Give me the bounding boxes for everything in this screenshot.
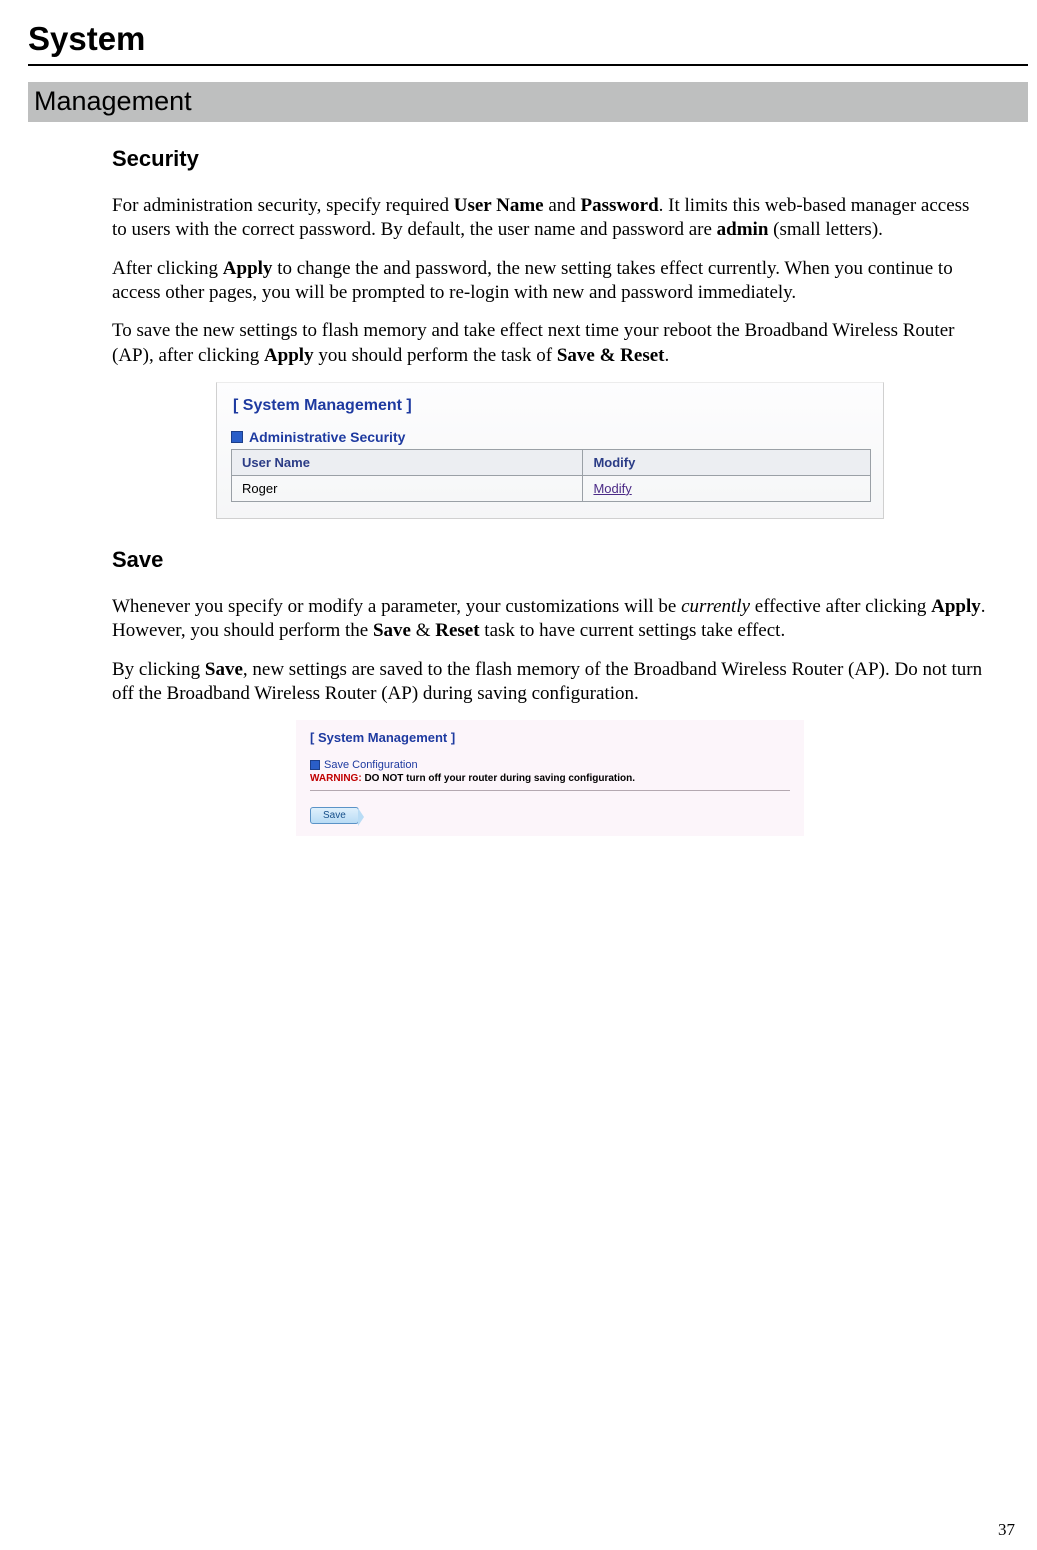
text: & <box>411 620 435 641</box>
admin-security-table: User Name Modify Roger Modify <box>231 449 871 502</box>
save-button[interactable]: Save <box>310 807 359 824</box>
bold-reset: Reset <box>435 620 479 641</box>
page-number: 37 <box>998 1520 1015 1540</box>
page-title: System <box>28 20 1028 58</box>
text: (small letters). <box>768 219 883 240</box>
subheading-security: Security <box>112 146 988 172</box>
warning-text: DO NOT turn off your router during savin… <box>362 773 635 784</box>
col-user-name: User Name <box>232 449 583 475</box>
bold-apply: Apply <box>264 345 314 366</box>
text: Whenever you specify or modify a paramet… <box>112 596 681 617</box>
text: For administration security, specify req… <box>112 195 454 216</box>
save-paragraph-2: By clicking Save, new settings are saved… <box>112 658 988 707</box>
save-paragraph-1: Whenever you specify or modify a paramet… <box>112 595 988 644</box>
table-row: Roger Modify <box>232 475 871 501</box>
security-paragraph-2: After clicking Apply to change the and p… <box>112 257 988 306</box>
text: and <box>544 195 581 216</box>
bold-save: Save <box>373 620 411 641</box>
warning-label: WARNING: <box>310 773 362 784</box>
bold-user-name: User Name <box>454 195 544 216</box>
screenshot-title: [ System Management ] <box>233 397 871 415</box>
screenshot-divider <box>310 790 790 791</box>
screenshot-admin-security: [ System Management ] Administrative Sec… <box>216 382 884 519</box>
bold-save: Save <box>205 659 243 680</box>
screenshot-subtitle: Administrative Security <box>249 429 405 445</box>
italic-currently: currently <box>681 596 750 617</box>
bold-admin: admin <box>717 219 769 240</box>
bold-save-reset: Save & Reset <box>557 345 665 366</box>
warning-line: WARNING: DO NOT turn off your router dur… <box>310 773 790 784</box>
table-header-row: User Name Modify <box>232 449 871 475</box>
col-modify: Modify <box>583 449 871 475</box>
text: you should perform the task of <box>314 345 557 366</box>
text: effective after clicking <box>750 596 931 617</box>
subheading-save: Save <box>112 547 988 573</box>
bullet-icon <box>231 431 243 443</box>
screenshot-subtitle-row: Administrative Security <box>231 429 871 445</box>
section-heading-management: Management <box>28 82 1028 122</box>
screenshot-subtitle-row: Save Configuration <box>310 759 790 771</box>
screenshot-title: [ System Management ] <box>310 730 790 745</box>
title-rule <box>28 64 1028 66</box>
text: , new settings are saved to the flash me… <box>112 659 982 704</box>
screenshot-save-config: [ System Management ] Save Configuration… <box>296 720 804 836</box>
bold-apply: Apply <box>223 258 273 279</box>
cell-user-name: Roger <box>232 475 583 501</box>
bold-password: Password <box>581 195 659 216</box>
modify-link[interactable]: Modify <box>593 481 631 496</box>
cell-modify: Modify <box>583 475 871 501</box>
bold-apply: Apply <box>931 596 981 617</box>
text: By clicking <box>112 659 205 680</box>
security-paragraph-1: For administration security, specify req… <box>112 194 988 243</box>
bullet-icon <box>310 760 320 770</box>
text: task to have current settings take effec… <box>480 620 786 641</box>
security-paragraph-3: To save the new settings to flash memory… <box>112 319 988 368</box>
text: . <box>665 345 670 366</box>
content-area: Security For administration security, sp… <box>28 146 1028 836</box>
screenshot-subtitle: Save Configuration <box>324 759 418 771</box>
text: After clicking <box>112 258 223 279</box>
